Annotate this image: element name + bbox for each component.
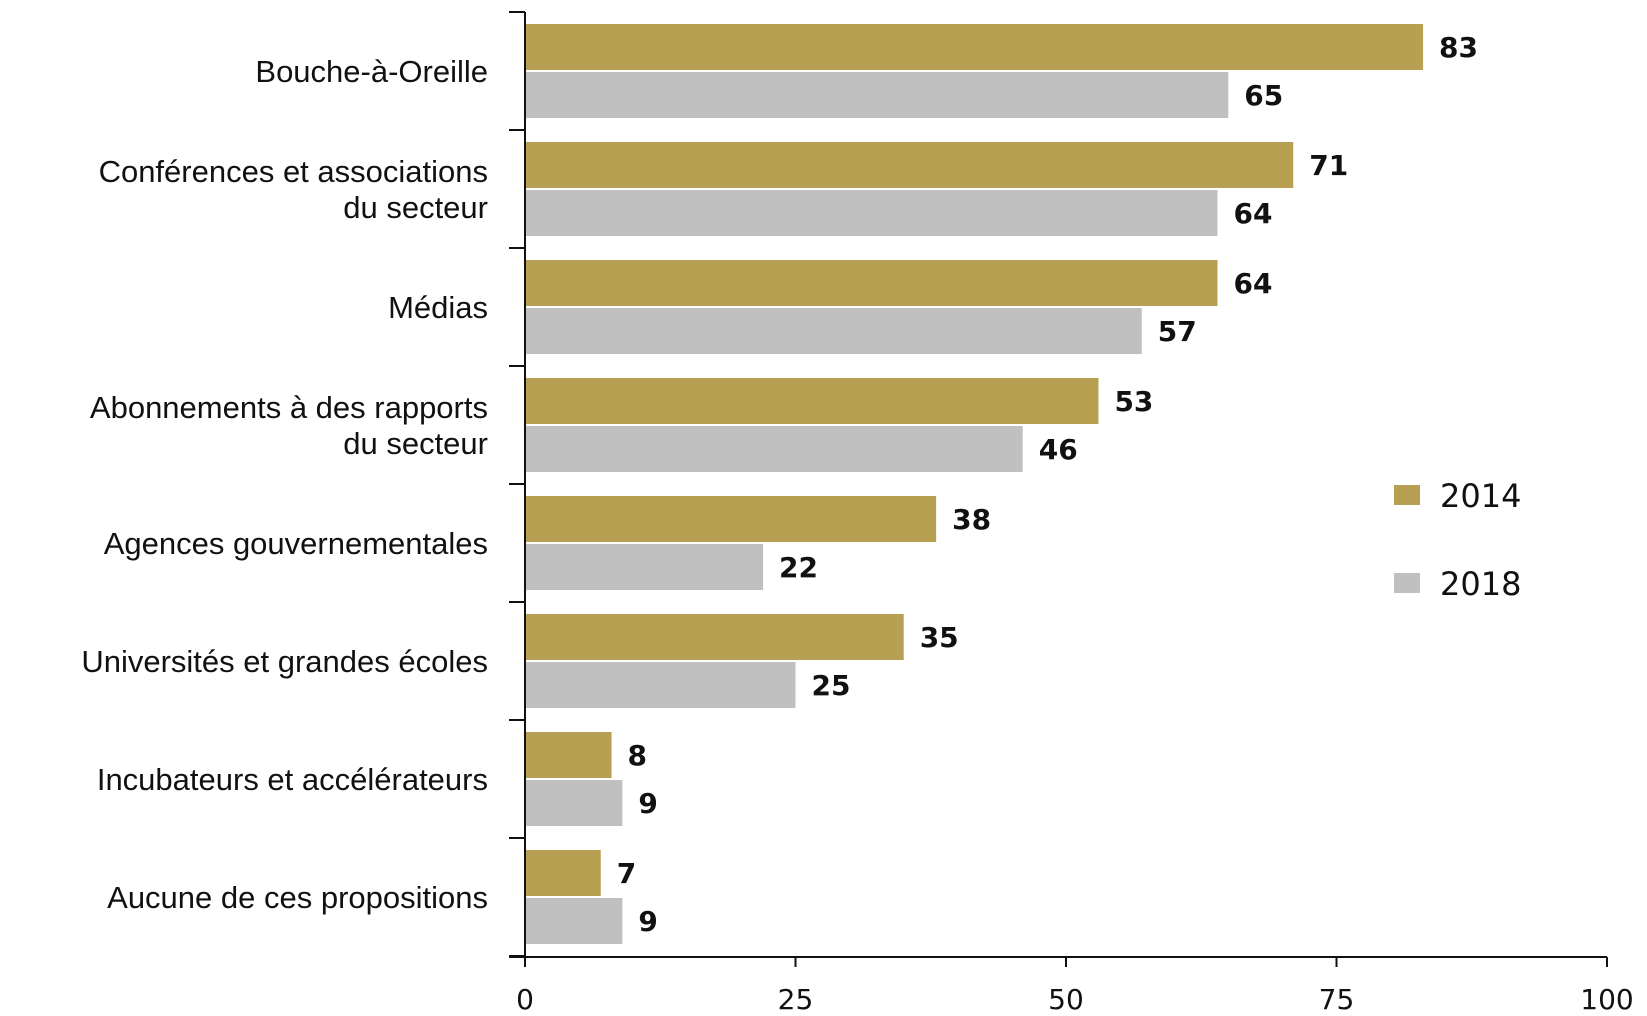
bar-2014: [526, 496, 937, 542]
data-label: 46: [1039, 433, 1078, 466]
legend-label: 2018: [1440, 565, 1521, 603]
data-label: 53: [1114, 385, 1153, 418]
bar-2018: [526, 426, 1023, 472]
data-label: 64: [1233, 267, 1272, 300]
data-label: 64: [1233, 197, 1272, 230]
chart-bars: [526, 24, 1424, 944]
category-label: du secteur: [343, 426, 488, 461]
chart-axes: 0 25 50 75 100: [509, 11, 1634, 1016]
legend-label: 2014: [1440, 477, 1521, 515]
chart-labels: 83 65 Bouche-à-Oreille 71 64 Conférences et a…: [81, 31, 1478, 938]
data-label: 35: [920, 621, 959, 654]
bar-2018: [526, 544, 764, 590]
chart-legend: 2014 2018: [1394, 477, 1521, 603]
bar-2014: [526, 732, 612, 778]
data-label: 9: [638, 787, 657, 820]
legend-swatch-2018: [1394, 573, 1420, 593]
bar-2018: [526, 662, 796, 708]
category-label: Conférences et associations: [99, 154, 488, 189]
data-label: 71: [1309, 149, 1348, 182]
category-label: Médias: [388, 290, 488, 325]
category-label: Incubateurs et accélérateurs: [97, 762, 488, 797]
bar-2014: [526, 142, 1294, 188]
category-label: Aucune de ces propositions: [107, 880, 488, 915]
bar-2018: [526, 308, 1142, 354]
category-label: Universités et grandes écoles: [81, 644, 488, 679]
data-label: 65: [1244, 79, 1283, 112]
category-label: Agences gouvernementales: [104, 526, 488, 561]
data-label: 38: [952, 503, 991, 536]
bar-2014: [526, 378, 1099, 424]
bar-2018: [526, 898, 623, 944]
x-tick-label: 25: [778, 983, 814, 1016]
data-label: 25: [812, 669, 851, 702]
data-label: 22: [779, 551, 818, 584]
bar-2018: [526, 190, 1218, 236]
bar-2014: [526, 24, 1424, 70]
data-label: 57: [1158, 315, 1197, 348]
bar-2014: [526, 850, 601, 896]
data-label: 8: [628, 739, 647, 772]
x-tick-label: 100: [1580, 983, 1633, 1016]
bar-2018: [526, 72, 1229, 118]
x-tick-label: 75: [1319, 983, 1355, 1016]
legend-swatch-2014: [1394, 485, 1420, 505]
data-label: 7: [617, 857, 636, 890]
data-label: 83: [1439, 31, 1478, 64]
bar-2014: [526, 260, 1218, 306]
category-label: Abonnements à des rapports: [90, 390, 488, 425]
category-label: Bouche-à-Oreille: [255, 54, 488, 89]
bar-2018: [526, 780, 623, 826]
category-label: du secteur: [343, 190, 488, 225]
bar-2014: [526, 614, 904, 660]
data-label: 9: [638, 905, 657, 938]
x-tick-label: 50: [1048, 983, 1084, 1016]
x-tick-label: 0: [516, 983, 534, 1016]
